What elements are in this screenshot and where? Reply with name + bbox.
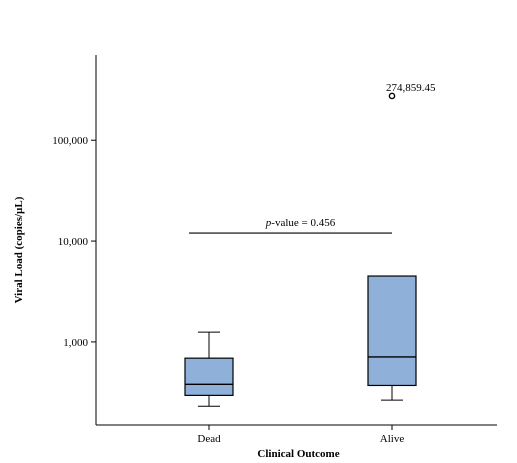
y-tick-label: 10,000 (58, 236, 89, 248)
annotations: p-value = 0.456 (189, 217, 392, 234)
x-axis-title: Clinical Outcome (257, 448, 339, 460)
x-ticks: Dead Alive (197, 425, 404, 445)
x-tick-label: Alive (380, 433, 405, 445)
outlier-label: 274,859.45 (386, 82, 436, 94)
y-tick-label: 100,000 (52, 135, 88, 147)
p-value-text: -value = 0.456 (271, 217, 335, 229)
p-value-label: p-value = 0.456 (265, 217, 336, 229)
axes (95, 55, 497, 426)
y-ticks: 1,000 10,000 100,000 (52, 135, 96, 349)
outlier-point (388, 92, 396, 100)
iqr-box (367, 275, 417, 387)
iqr-box (184, 357, 234, 396)
x-tick-label: Dead (197, 433, 221, 445)
box-group-dead (184, 331, 234, 407)
y-tick-label: 1,000 (63, 337, 88, 349)
y-axis-title: Viral Load (copies/µL) (13, 196, 25, 303)
box-group-alive: 274,859.45 (367, 82, 436, 401)
p-value-prefix: p (265, 217, 272, 229)
boxes: 274,859.45 (184, 82, 436, 407)
